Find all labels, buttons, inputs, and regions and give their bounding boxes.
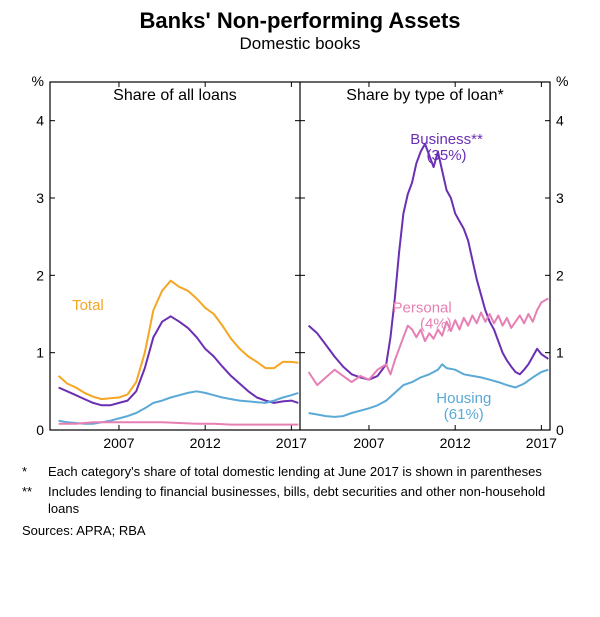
svg-text:4: 4 (36, 113, 44, 129)
footnote-1-mark: * (22, 464, 48, 480)
footnote-1: * Each category's share of total domesti… (22, 464, 578, 480)
svg-text:2: 2 (556, 267, 564, 283)
chart-title: Banks' Non-performing Assets (12, 8, 588, 34)
plot-area: 0 0 1 1 2 2 3 3 4 4%% Share of all loans 2007 2012 20… (12, 58, 588, 458)
svg-text:2017: 2017 (276, 435, 307, 451)
chart-subtitle: Domestic books (12, 34, 588, 54)
svg-text:0: 0 (556, 422, 564, 438)
footnote-2: ** Includes lending to financial busines… (22, 484, 578, 517)
svg-text:3: 3 (556, 190, 564, 206)
svg-text:2007: 2007 (353, 435, 384, 451)
svg-text:3: 3 (36, 190, 44, 206)
svg-text:2017: 2017 (526, 435, 557, 451)
chart-svg: 0 0 1 1 2 2 3 3 4 4%% Share of all loans 2007 2012 20… (12, 58, 588, 458)
svg-text:2012: 2012 (440, 435, 471, 451)
svg-text:Share of all loans: Share of all loans (113, 87, 237, 104)
footnote-2-mark: ** (22, 484, 48, 517)
svg-text:0: 0 (36, 422, 44, 438)
svg-text:1: 1 (36, 345, 44, 361)
svg-text:2007: 2007 (103, 435, 134, 451)
svg-text:(61%): (61%) (444, 406, 484, 423)
chart-container: Banks' Non-performing Assets Domestic bo… (0, 0, 600, 546)
svg-text:Business**: Business** (410, 131, 483, 148)
svg-text:Share by type of loan*: Share by type of loan* (346, 87, 503, 104)
svg-text:2: 2 (36, 267, 44, 283)
svg-text:%: % (556, 73, 568, 89)
footnotes: * Each category's share of total domesti… (12, 458, 588, 517)
footnote-2-text: Includes lending to financial businesses… (48, 484, 578, 517)
svg-text:Total: Total (72, 297, 104, 314)
svg-text:(35%): (35%) (427, 147, 467, 164)
svg-text:(4%): (4%) (420, 315, 452, 332)
footnote-1-text: Each category's share of total domestic … (48, 464, 542, 480)
svg-text:Personal: Personal (393, 299, 452, 316)
sources: Sources: APRA; RBA (12, 521, 588, 538)
svg-text:2012: 2012 (190, 435, 221, 451)
svg-text:%: % (32, 73, 44, 89)
svg-text:Housing: Housing (436, 390, 491, 407)
svg-text:1: 1 (556, 345, 564, 361)
svg-text:4: 4 (556, 113, 564, 129)
